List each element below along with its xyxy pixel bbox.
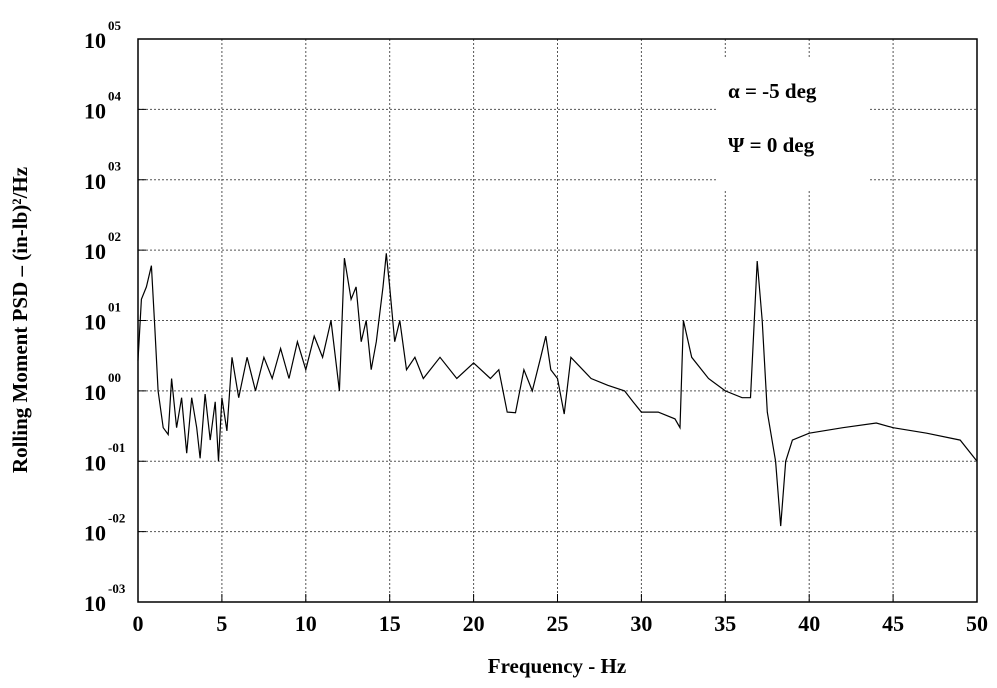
x-tick-label: 0 (133, 611, 144, 636)
y-tick-label: 10 (84, 521, 106, 546)
y-tick-exponent: -02 (108, 511, 125, 526)
x-tick-label: 10 (295, 611, 317, 636)
y-tick-exponent: 00 (108, 370, 121, 385)
y-tick-label: 10 (84, 310, 106, 335)
x-tick-label: 50 (966, 611, 988, 636)
data-line (137, 253, 978, 527)
y-tick-label: 10 (84, 169, 106, 194)
y-tick-exponent: -01 (108, 440, 125, 455)
annotation: α = -5 deg (728, 79, 817, 103)
x-axis-label: Frequency - Hz (488, 654, 626, 678)
y-tick-label: 10 (84, 380, 106, 405)
x-tick-label: 35 (714, 611, 736, 636)
x-tick-label: 20 (463, 611, 485, 636)
x-tick-label: 25 (547, 611, 569, 636)
y-tick-exponent: 02 (108, 229, 121, 244)
y-tick-exponent: 01 (108, 299, 121, 314)
y-tick-exponent: 04 (108, 88, 122, 103)
plot-frame (137, 38, 978, 603)
y-tick-label: 10 (84, 450, 106, 475)
y-tick-label: 10 (84, 239, 106, 264)
y-tick-label: 10 (84, 98, 106, 123)
x-tick-label: 40 (798, 611, 820, 636)
y-tick-label: 10 (84, 591, 106, 616)
y-tick-label: 10 (84, 28, 106, 53)
y-axis-label: Rolling Moment PSD – (in-lb)²/Hz (8, 167, 32, 473)
annotation-box (718, 58, 868, 190)
annotation: Ψ = 0 deg (728, 133, 815, 157)
x-tick-label: 15 (379, 611, 401, 636)
y-tick-exponent: 03 (108, 159, 122, 174)
x-tick-label: 30 (630, 611, 652, 636)
y-tick-exponent: 05 (108, 18, 122, 33)
x-tick-label: 5 (216, 611, 227, 636)
x-tick-label: 45 (882, 611, 904, 636)
y-tick-exponent: -03 (108, 581, 126, 596)
